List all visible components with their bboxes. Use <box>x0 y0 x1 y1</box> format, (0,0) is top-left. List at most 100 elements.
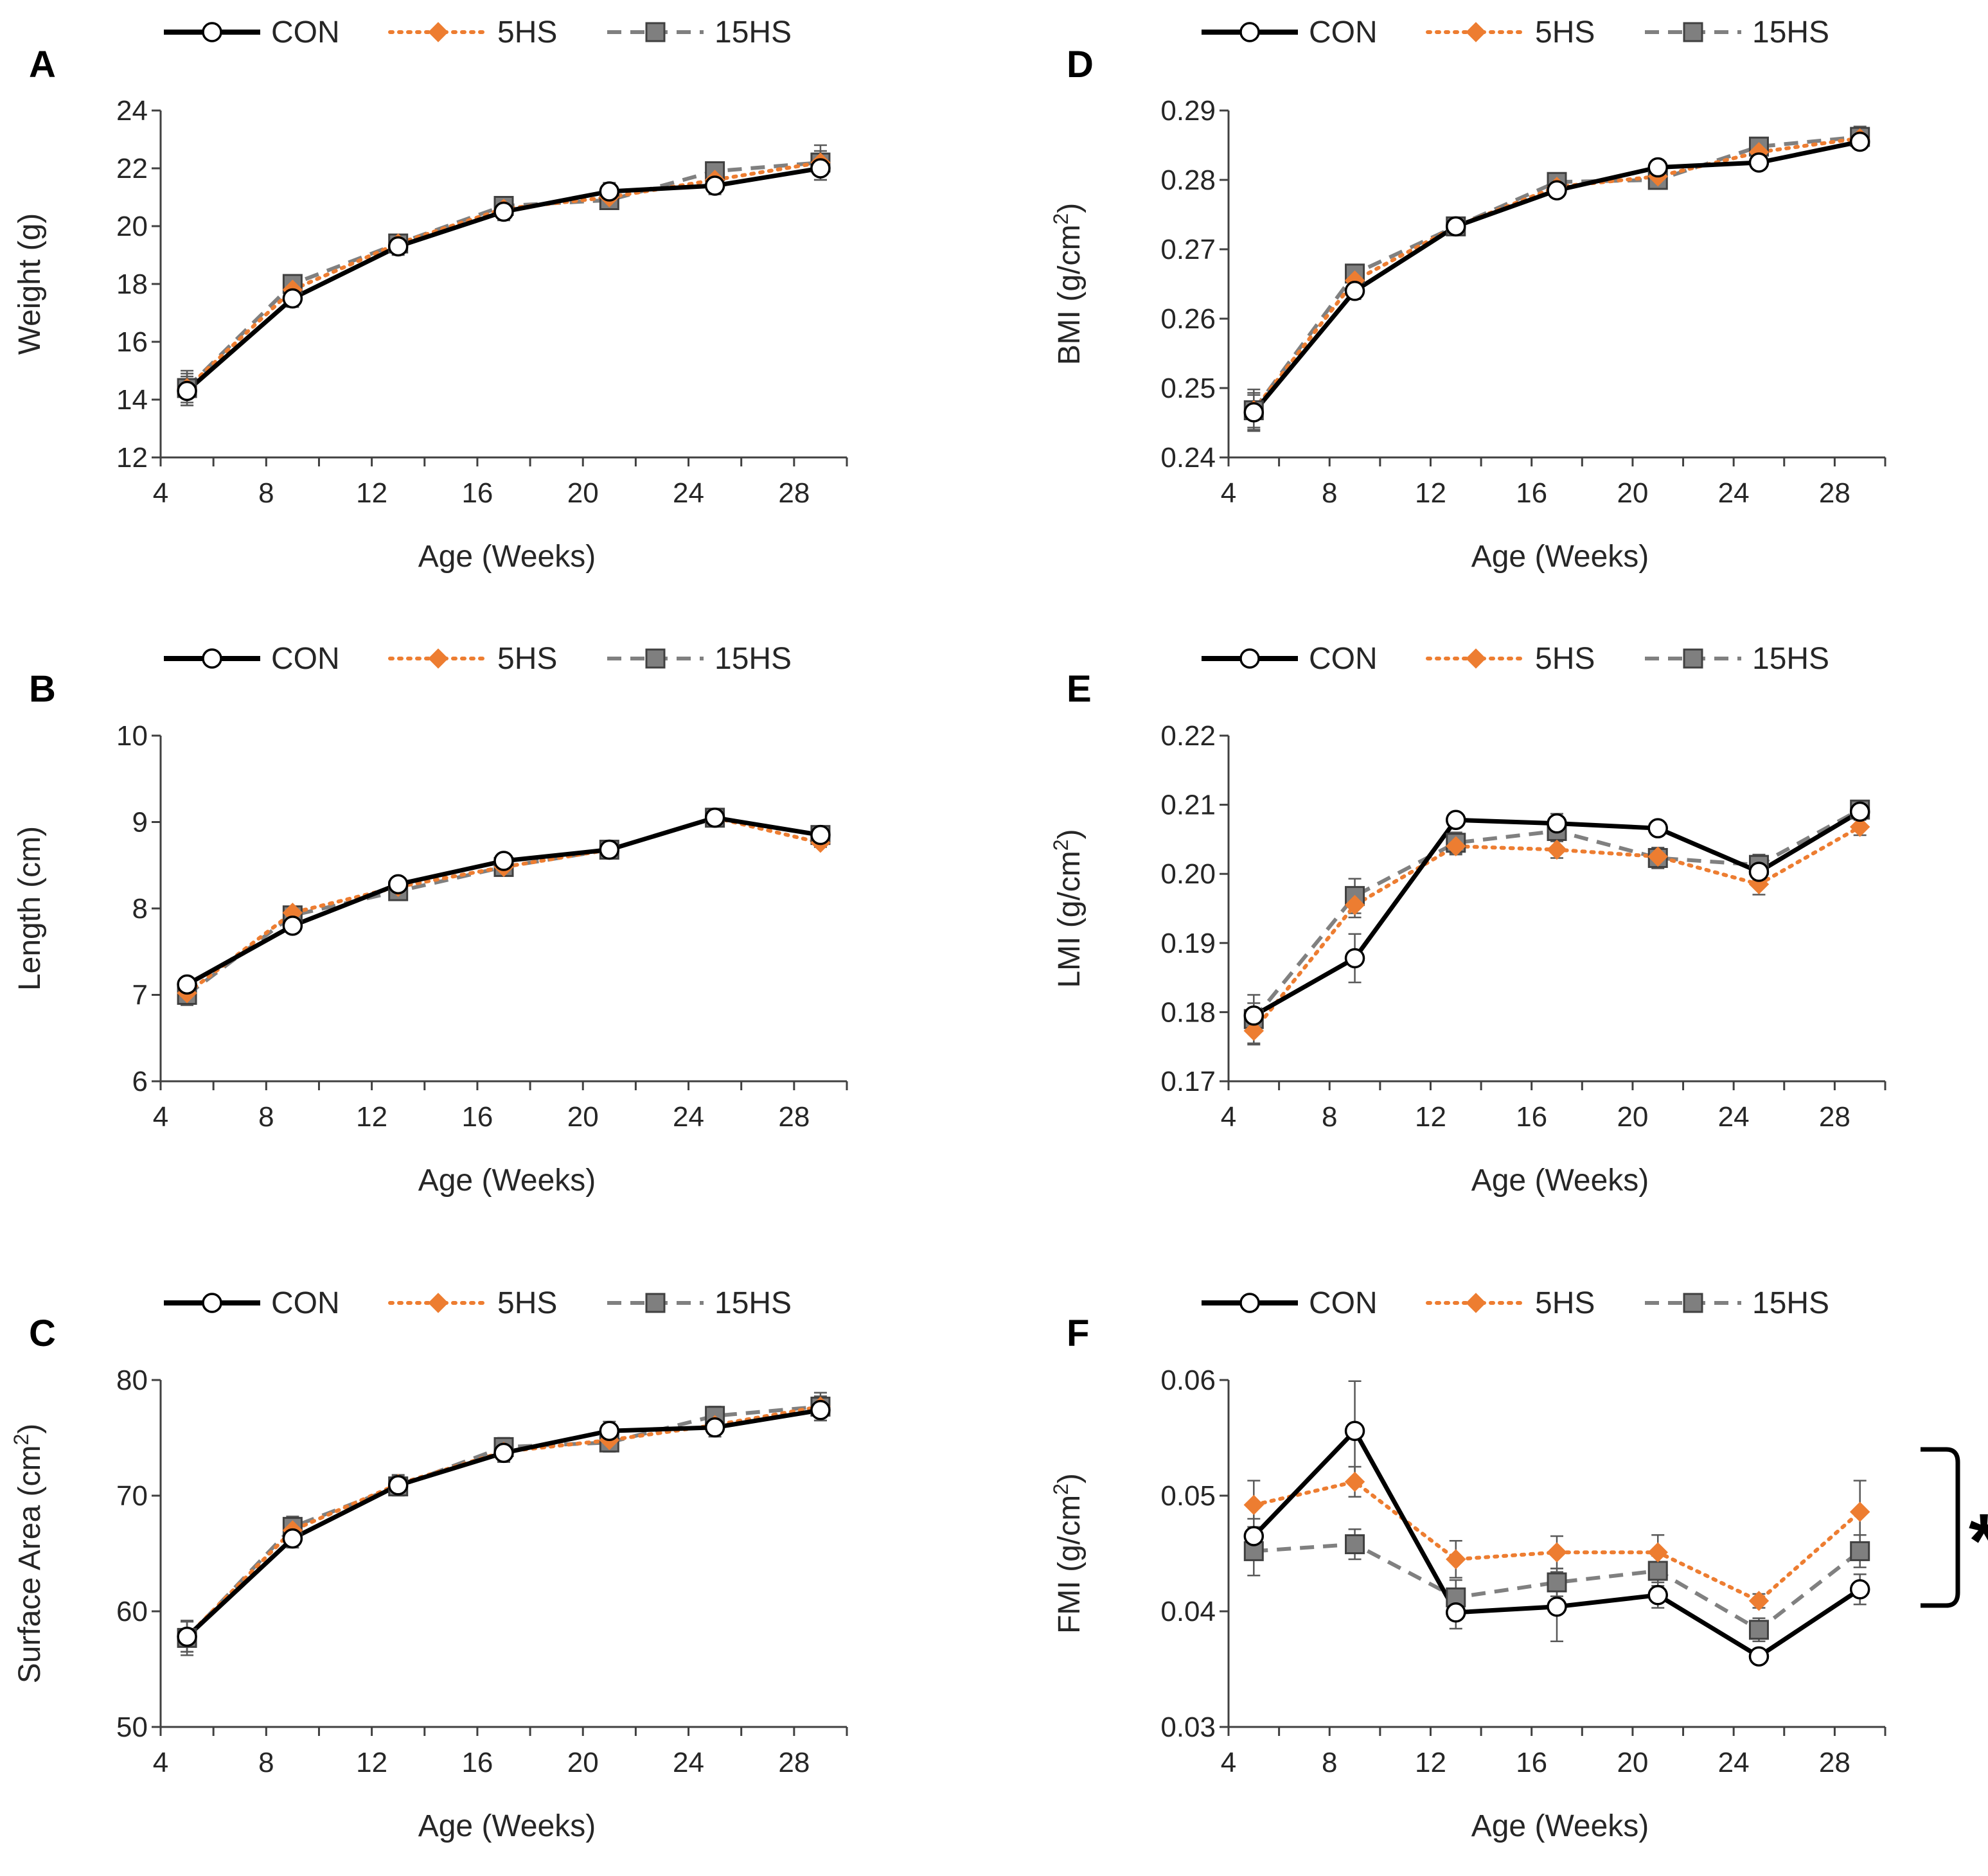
legend-marker-15HS <box>1683 648 1703 669</box>
x-tick-label: 16 <box>461 1747 493 1778</box>
data-point-5HS <box>1344 894 1365 916</box>
data-point-15HS <box>1748 1620 1769 1640</box>
panel-A: A 12 14 16 18 20 22 24 4 8 12 16 20 24 28 Age (Weeks) We… <box>13 44 848 574</box>
panel-letter-D: D <box>1067 44 1094 85</box>
data-point-CON <box>1647 1585 1668 1606</box>
x-tick-label: 28 <box>1819 1747 1850 1778</box>
legend-entry-5HS: 5HS <box>1426 15 1595 49</box>
data-point-CON <box>1446 1602 1466 1623</box>
x-tick-label: 24 <box>673 1747 704 1778</box>
x-tick-label: 20 <box>1617 477 1648 509</box>
y-tick-label: 14 <box>116 384 148 416</box>
data-point-CON <box>493 201 514 222</box>
y-tick-label: 10 <box>116 720 148 752</box>
y-tick-label: 0.18 <box>1160 996 1216 1028</box>
x-tick-label: 24 <box>673 1101 704 1133</box>
data-point-15HS <box>1850 1541 1870 1561</box>
x-tick-label: 4 <box>153 1747 168 1778</box>
y-tick-label: 6 <box>132 1066 148 1097</box>
data-point-CON <box>704 1417 725 1438</box>
markers-CON <box>1243 801 1870 1026</box>
data-point-CON <box>1547 813 1567 834</box>
legend-marker-15HS <box>645 22 666 42</box>
axes: 6 7 8 9 10 4 8 12 16 20 24 28 <box>116 720 848 1133</box>
data-point-CON <box>177 1626 197 1647</box>
legend-entry-CON: CON <box>1202 1286 1378 1320</box>
data-point-CON <box>1344 281 1365 301</box>
data-point-CON <box>1849 801 1870 822</box>
legend-label-15HS: 15HS <box>1752 642 1829 676</box>
panel-letter-F: F <box>1067 1313 1089 1354</box>
axes: 50 60 70 80 4 8 12 16 20 24 28 <box>116 1365 848 1778</box>
x-tick-label: 28 <box>778 1101 810 1133</box>
data-point-CON <box>599 839 620 860</box>
data-point-5HS <box>1647 1542 1668 1562</box>
x-tick-label: 8 <box>258 1747 274 1778</box>
y-tick-label: 9 <box>132 807 148 838</box>
x-tick-label: 12 <box>1415 477 1446 509</box>
panel-letter-B: B <box>29 668 56 710</box>
y-tick-label: 0.26 <box>1160 303 1216 335</box>
y-axis-title: Length (cm) <box>13 826 47 991</box>
y-axis-title: Surface Area (cm2) <box>10 1424 47 1684</box>
y-tick-label: 0.20 <box>1160 858 1216 890</box>
data-point-15HS <box>1345 1534 1365 1555</box>
data-point-CON <box>387 874 409 895</box>
y-axis-title: FMI (g/cm2) <box>1049 1473 1087 1634</box>
data-point-5HS <box>1446 836 1466 856</box>
significance-star: * <box>1969 1498 1988 1584</box>
panel-F: F 0.03 0.04 0.05 0.06 4 8 12 16 20 24 28 Age (Weeks)… <box>1049 1313 1988 1843</box>
data-point-5HS <box>1243 1494 1265 1516</box>
data-point-CON <box>1647 157 1668 178</box>
data-point-5HS <box>1547 1542 1567 1562</box>
legend-label-15HS: 15HS <box>714 1286 792 1320</box>
significance-bracket <box>1921 1447 1960 1608</box>
x-tick-label: 28 <box>778 1747 810 1778</box>
y-tick-label: 0.05 <box>1160 1480 1216 1512</box>
y-tick-label: 0.19 <box>1160 928 1216 959</box>
x-axis-title: Age (Weeks) <box>1471 1809 1649 1843</box>
y-tick-label: 0.24 <box>1160 442 1216 473</box>
x-tick-label: 24 <box>1718 477 1750 509</box>
x-axis-title: Age (Weeks) <box>418 1809 596 1843</box>
data-point-CON <box>1243 1526 1265 1546</box>
legend-marker-5HS <box>1466 22 1486 42</box>
x-tick-label: 24 <box>673 477 704 509</box>
markers-5HS <box>1243 1471 1870 1611</box>
x-tick-label: 4 <box>153 1101 168 1133</box>
legend-F: CON 5HS 15HS <box>1202 1286 1829 1320</box>
y-tick-label: 70 <box>116 1480 148 1512</box>
data-point-CON <box>1344 1420 1365 1441</box>
legend-entry-CON: CON <box>1202 15 1378 49</box>
data-point-CON <box>1446 810 1466 831</box>
x-tick-label: 12 <box>356 1747 387 1778</box>
legend-marker-CON <box>202 648 222 669</box>
legend-A: CON 5HS 15HS <box>164 15 792 49</box>
data-point-CON <box>177 974 197 995</box>
legend-marker-15HS <box>645 1293 666 1313</box>
legend-label-CON: CON <box>1309 642 1378 676</box>
legend-B: CON 5HS 15HS <box>164 642 792 676</box>
x-tick-label: 12 <box>356 477 387 509</box>
legend-entry-CON: CON <box>164 15 340 49</box>
markers-CON <box>177 1400 831 1647</box>
legend-label-CON: CON <box>1309 1286 1378 1320</box>
legend-marker-CON <box>1239 1293 1260 1313</box>
data-point-CON <box>1748 862 1770 882</box>
legend-label-5HS: 5HS <box>497 642 557 676</box>
data-point-CON <box>493 1442 514 1464</box>
y-tick-label: 0.28 <box>1160 164 1216 196</box>
data-point-CON <box>1647 818 1668 838</box>
y-tick-label: 8 <box>132 893 148 925</box>
data-point-5HS <box>1748 1591 1770 1611</box>
y-tick-label: 22 <box>116 153 148 184</box>
panel-D: D 0.24 0.25 0.26 0.27 0.28 0.29 4 8 12 16 20 24 28 Age… <box>1049 44 1886 574</box>
legend-entry-5HS: 5HS <box>1426 1286 1595 1320</box>
y-tick-label: 0.22 <box>1160 720 1216 752</box>
y-tick-label: 0.21 <box>1160 790 1216 821</box>
data-point-15HS <box>1647 1561 1668 1581</box>
x-axis-title: Age (Weeks) <box>1471 540 1649 574</box>
legend-entry-15HS: 15HS <box>607 15 792 49</box>
panel-letter-A: A <box>29 44 56 85</box>
legend-label-15HS: 15HS <box>714 15 792 49</box>
